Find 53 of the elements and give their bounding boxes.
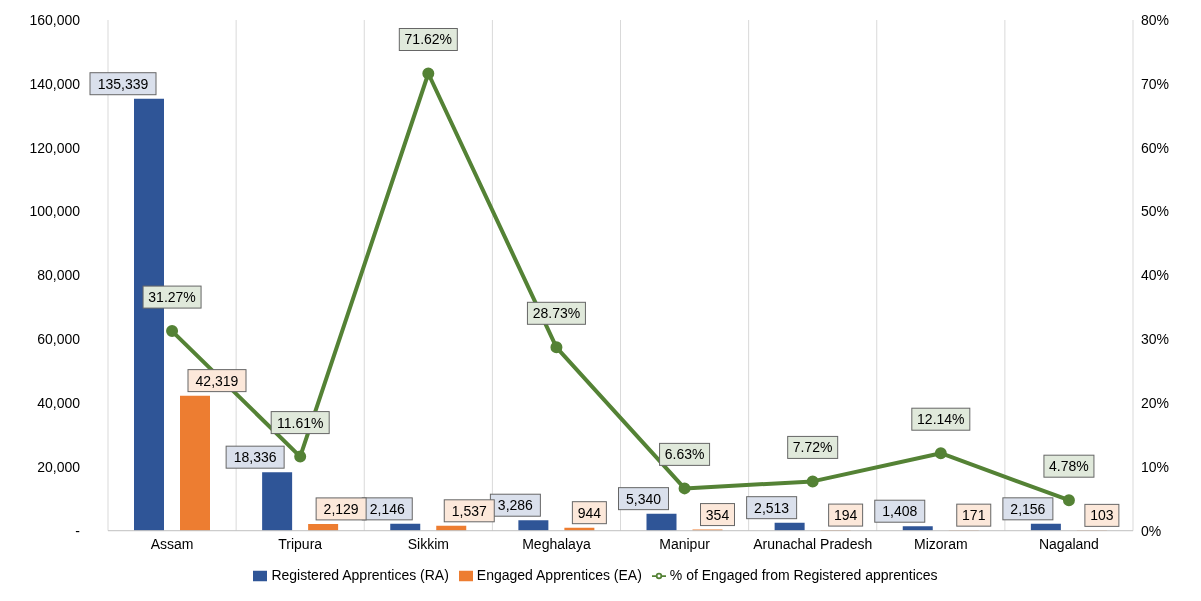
y-tick-label: 100,000 [29,203,81,220]
x-tick-label: Tripura [278,535,323,552]
y2-tick-label: 60% [1141,139,1170,156]
data-label: 6.63% [664,446,705,463]
x-tick-label: Meghalaya [522,535,591,552]
y-tick-label: 20,000 [37,458,81,475]
x-tick-label: Manipur [659,535,711,552]
y-tick-label: 160,000 [29,11,81,28]
y2-tick-label: 30% [1141,331,1170,348]
y-tick-label: 120,000 [29,139,81,156]
x-tick-label: Sikkim [407,535,449,552]
data-label: 135,339 [97,75,149,92]
data-label: 2,146 [369,500,405,517]
y-tick-label: 40,000 [37,395,81,411]
y-tick-label: - [75,522,81,539]
data-label: 2,513 [754,499,790,516]
data-label: 18,336 [233,449,277,466]
data-label: 103 [1090,507,1114,524]
data-label: 11.61% [276,414,324,431]
y-tick-label: 80,000 [37,267,81,284]
y2-tick-label: 50% [1141,203,1170,220]
data-label: 1,408 [882,503,918,520]
x-tick-label: Arunachal Pradesh [753,535,873,552]
legend-label: Engaged Apprentices (EA) [476,566,642,583]
data-label: 31.27% [148,289,196,306]
data-label: 28.73% [532,305,581,322]
x-tick-label: Nagaland [1038,535,1099,552]
data-label: 1,537 [451,502,487,519]
legend-label: % of Engaged from Registered apprentices [669,566,938,583]
data-label: 171 [962,507,986,524]
data-label: 3,286 [497,497,534,514]
legend-label: Registered Apprentices (RA) [271,566,449,583]
y-tick-label: 60,000 [37,331,81,348]
y2-tick-label: 10% [1141,458,1170,475]
y2-tick-label: 20% [1141,395,1170,411]
data-label: 354 [705,506,730,523]
y2-tick-label: 70% [1141,75,1170,92]
data-label: 7.72% [792,439,833,456]
data-label: 2,156 [1010,500,1046,517]
data-label: 4.78% [1049,458,1089,475]
y2-tick-label: 80% [1141,11,1170,28]
y2-tick-label: 40% [1141,267,1170,284]
data-label: 5,340 [625,490,662,507]
data-label: 2,129 [323,500,359,517]
data-label: 944 [577,504,602,521]
data-label: 71.62% [404,31,453,48]
x-tick-label: Assam [150,535,194,552]
y2-tick-label: 0% [1141,522,1162,539]
x-tick-label: Mizoram [913,535,968,552]
data-label: 12.14% [917,411,965,428]
data-label: 42,319 [195,372,239,389]
y-tick-label: 140,000 [29,75,81,92]
data-label: 194 [833,507,858,524]
